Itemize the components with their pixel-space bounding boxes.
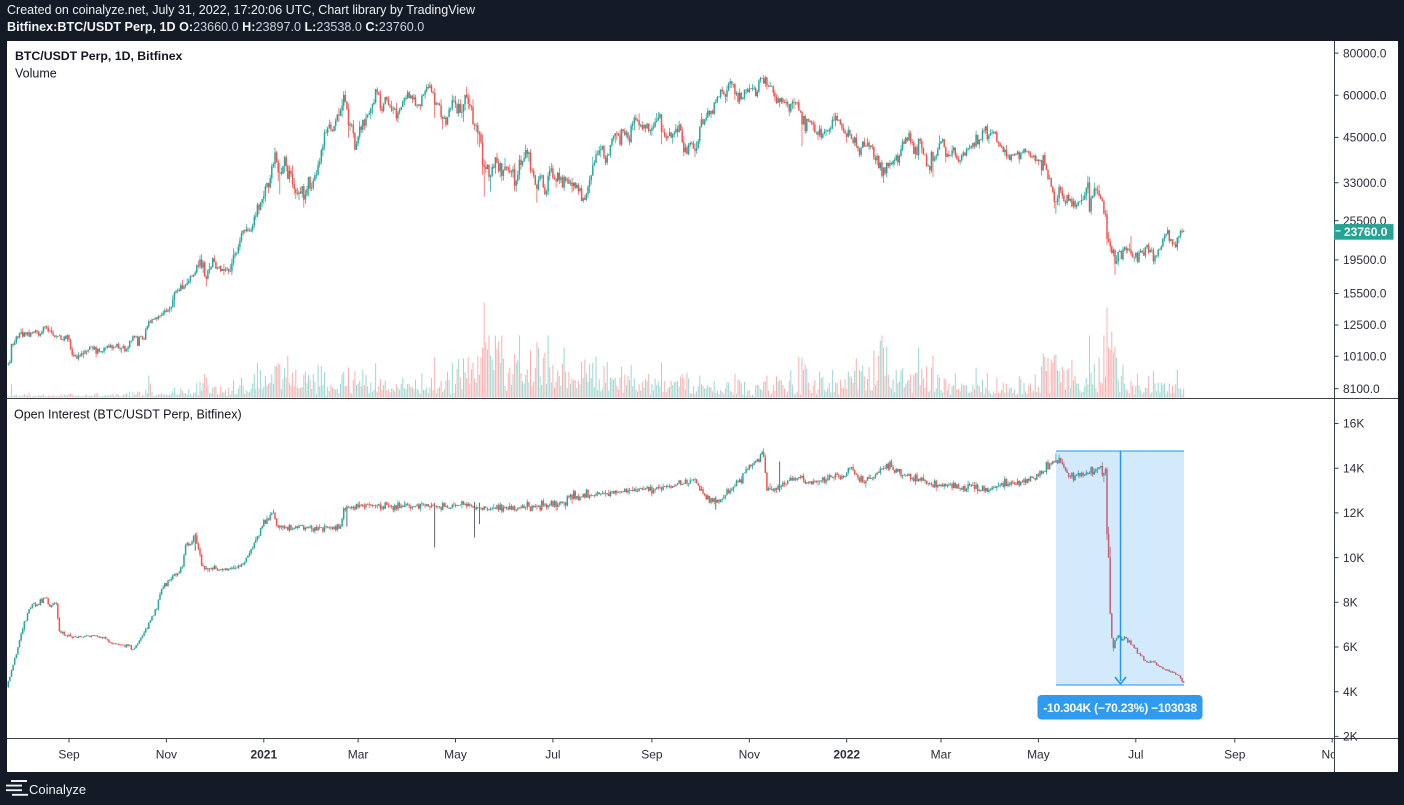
svg-text:2K: 2K <box>1343 730 1358 744</box>
svg-text:23760.0: 23760.0 <box>1344 225 1388 239</box>
svg-text:15500.0: 15500.0 <box>1343 287 1387 301</box>
svg-text:8100.0: 8100.0 <box>1343 382 1380 396</box>
svg-text:2021: 2021 <box>250 748 277 762</box>
svg-text:12K: 12K <box>1343 506 1364 520</box>
svg-text:60000.0: 60000.0 <box>1343 88 1387 102</box>
svg-text:10100.0: 10100.0 <box>1343 349 1387 363</box>
svg-text:4K: 4K <box>1343 685 1358 699</box>
svg-text:45000.0: 45000.0 <box>1343 131 1387 145</box>
svg-text:Sep: Sep <box>1224 748 1246 762</box>
svg-text:Mar: Mar <box>931 748 952 762</box>
svg-text:80000.0: 80000.0 <box>1343 46 1387 60</box>
svg-text:2022: 2022 <box>833 748 860 762</box>
svg-text:14K: 14K <box>1343 461 1364 475</box>
svg-text:8K: 8K <box>1343 596 1358 610</box>
svg-text:Sep: Sep <box>641 748 663 762</box>
svg-text:Nov: Nov <box>739 748 760 762</box>
svg-text:BTC/USDT Perp, 1D, Bitfinex: BTC/USDT Perp, 1D, Bitfinex <box>15 49 183 63</box>
svg-text:Open Interest (BTC/USDT Perp,: Open Interest (BTC/USDT Perp, Bitfinex) <box>14 408 242 422</box>
svg-text:12500.0: 12500.0 <box>1343 318 1387 332</box>
svg-text:Jul: Jul <box>1128 748 1143 762</box>
svg-text:Sep: Sep <box>58 748 80 762</box>
svg-text:16K: 16K <box>1343 417 1364 431</box>
svg-text:Jul: Jul <box>545 748 560 762</box>
svg-text:-10.304K (−70.23%) −103038: -10.304K (−70.23%) −103038 <box>1043 701 1197 715</box>
svg-text:Volume: Volume <box>15 67 57 81</box>
svg-text:Nov: Nov <box>156 748 177 762</box>
svg-text:May: May <box>1027 748 1050 762</box>
svg-text:May: May <box>444 748 467 762</box>
svg-text:19500.0: 19500.0 <box>1343 253 1387 267</box>
svg-text:Nov: Nov <box>1322 748 1343 762</box>
svg-text:10K: 10K <box>1343 551 1364 565</box>
svg-text:33000.0: 33000.0 <box>1343 176 1387 190</box>
svg-text:Mar: Mar <box>348 748 369 762</box>
svg-text:6K: 6K <box>1343 640 1358 654</box>
